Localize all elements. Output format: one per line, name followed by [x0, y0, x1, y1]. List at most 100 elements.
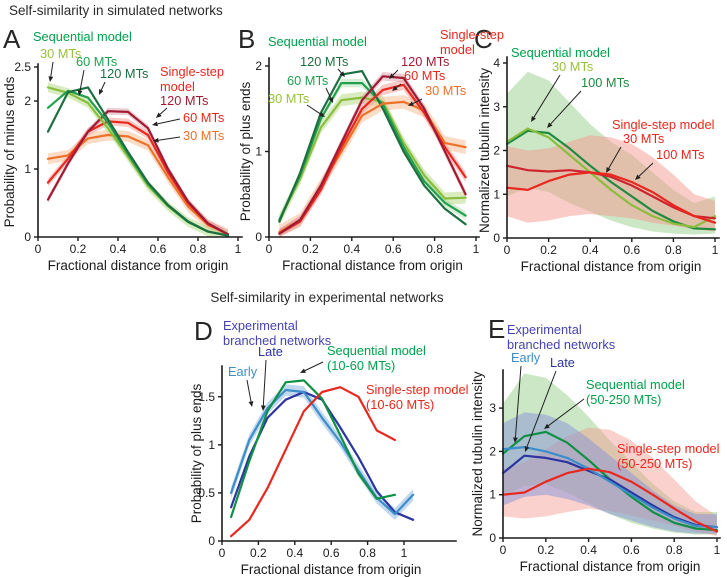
annotation-arrowhead	[531, 116, 536, 122]
annotation-E-3: (50-250 MTs)	[586, 392, 661, 407]
annotation-C-0: Sequential model	[511, 45, 610, 60]
annotation-D-3: (10-60 MTs)	[327, 358, 395, 373]
y-tick-label: 1	[493, 187, 500, 201]
y-tick-label: 0	[255, 230, 262, 244]
annotation-arrow-line	[158, 136, 181, 141]
annotation-arrowhead	[48, 76, 54, 82]
panel-E: 0 0.2 0.4 0.6 0.8 1 0 1 2 3 Fractional distance fr…	[470, 322, 721, 574]
x-tick-label: 0	[266, 242, 273, 256]
x-tick-label: 0	[219, 546, 226, 560]
series-D-1	[230, 388, 415, 516]
annotation-arrowhead	[328, 97, 333, 103]
y-tick-label: 1	[24, 162, 31, 176]
series-E-2	[501, 446, 719, 529]
annotation-E-0: branched networks	[507, 337, 615, 352]
annotation-arrow-line	[159, 107, 168, 115]
y-tick-label: 0.5	[198, 486, 215, 500]
panel-letter-b: B	[238, 24, 256, 54]
y-tick-label: 0	[24, 230, 31, 244]
annotation-arrowhead	[389, 73, 395, 79]
annotation-C-2: 100 MTs	[581, 75, 629, 90]
annotation-arrow-line	[526, 370, 557, 448]
annotation-E-4: Single-step model	[617, 441, 719, 456]
halo-band-B-0	[279, 91, 466, 226]
annotation-B-4: Single-step	[440, 27, 504, 42]
annotation-E-4: (50-250 MTs)	[617, 456, 692, 471]
panel-D: 0 0.2 0.4 0.6 0.8 1 0 0.5 1 1.5 Fractional distanc…	[189, 318, 468, 577]
y-axis-label: Probability of plus ends	[189, 383, 204, 523]
annotation-arrowhead	[547, 122, 553, 128]
annotation-B-5: 120 MTs	[401, 54, 449, 69]
annotation-arrow-line	[396, 83, 402, 89]
y-tick-label: 0	[493, 231, 500, 245]
x-tick-label: 1	[714, 543, 721, 557]
annotation-arrow-line	[412, 98, 423, 104]
y-tick-label: 2	[24, 94, 31, 108]
x-tick-label: 0	[35, 242, 42, 256]
x-tick-label: 0.2	[70, 242, 87, 256]
x-tick-label: 0.4	[582, 243, 599, 257]
series-B-1	[278, 82, 467, 221]
x-tick-label: 0	[504, 243, 511, 257]
annotation-arrow-line	[157, 118, 181, 125]
annotation-arrowhead	[77, 90, 83, 96]
y-tick-label: 0	[208, 534, 215, 548]
annotation-arrowhead	[156, 112, 162, 118]
annotation-B-3: 30 MTs	[268, 91, 309, 106]
annotation-D-4: (10-60 MTs)	[366, 397, 434, 412]
annotation-arrow-line	[79, 69, 85, 91]
annotation-arrow-line	[325, 87, 332, 99]
annotation-arrowhead	[513, 437, 518, 443]
y-axis-label: Normalized tubulin intensity	[470, 371, 485, 536]
y-tick-label: 0	[489, 531, 496, 545]
annotation-A-4: model	[160, 79, 195, 94]
annotation-arrowhead	[152, 121, 158, 127]
annotation-A-5: 120 MTs	[160, 93, 208, 108]
y-tick-label: 2	[493, 144, 500, 158]
series-D-2	[230, 379, 396, 519]
series-A-5	[46, 86, 230, 237]
x-tick-label: 0.6	[385, 242, 402, 256]
y-tick-label: 1	[255, 145, 262, 159]
annotation-arrowhead	[392, 85, 398, 91]
annotation-arrowhead	[339, 71, 345, 77]
series-A-2	[46, 110, 230, 236]
annotation-B-4: model	[440, 42, 475, 57]
y-tick-label: 1.5	[198, 390, 215, 404]
x-tick-label: 1	[235, 242, 242, 256]
y-tick-label: 4	[493, 56, 500, 70]
x-tick-label: 0.4	[343, 242, 360, 256]
annotation-C-5: 100 MTs	[656, 147, 704, 162]
annotation-D-1: Late	[258, 344, 283, 359]
annotation-arrowhead	[99, 89, 104, 95]
x-tick-label: 0.8	[190, 242, 207, 256]
x-tick-label: 0.6	[323, 546, 340, 560]
annotation-arrowhead	[153, 137, 159, 143]
annotation-arrowhead	[260, 405, 266, 411]
annotation-C-4: 30 MTs	[623, 131, 664, 146]
series-E-3	[501, 467, 719, 533]
annotation-E-0: Experimental	[507, 322, 582, 337]
panel-letter-c: C	[474, 24, 493, 54]
y-tick-label: 2.5	[14, 60, 31, 74]
x-tick-label: 0.4	[580, 543, 597, 557]
x-tick-label: 0.2	[537, 543, 554, 557]
annotation-C-3: Single-step model	[612, 117, 714, 132]
annotation-D-3: Sequential model	[327, 343, 426, 358]
annotation-A-3: 120 MTs	[100, 66, 148, 81]
x-tick-label: 0.8	[665, 243, 682, 257]
annotation-arrowhead	[544, 423, 550, 429]
series-D-3	[230, 386, 396, 538]
y-tick-label: 1	[489, 488, 496, 502]
panel-letter-e: E	[488, 314, 506, 344]
y-axis-label: Probability of plus ends	[238, 81, 253, 221]
panel-letter-d: D	[194, 316, 213, 346]
y-axis-label: Probability of minus ends	[2, 76, 17, 227]
annotation-D-0: branched networks	[223, 333, 331, 348]
x-tick-label: 1	[712, 243, 719, 257]
annotation-arrow-line	[608, 146, 622, 169]
x-tick-label: 1	[473, 242, 480, 256]
annotation-arrowhead	[635, 174, 641, 180]
